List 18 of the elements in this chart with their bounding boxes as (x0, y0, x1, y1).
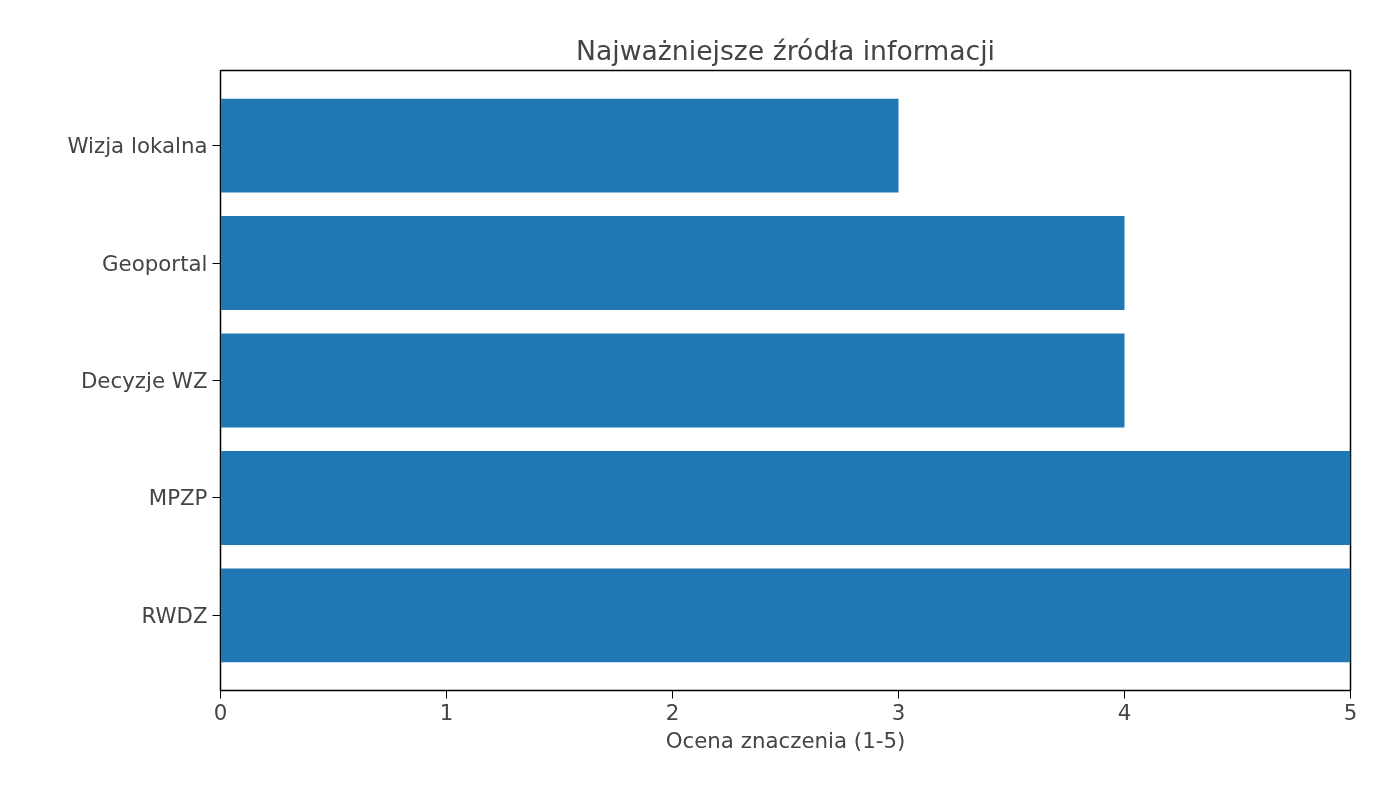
bar (220, 98, 899, 193)
x-tick-label: 2 (665, 699, 680, 725)
x-tick-label: 1 (439, 699, 454, 725)
bar (220, 333, 1125, 428)
bar (220, 450, 1351, 545)
chart-title: Najważniejsze źródła informacji (576, 34, 995, 66)
bar (220, 216, 1125, 311)
y-tick-label: Decyzje WZ (80, 368, 208, 393)
bar (220, 568, 1351, 663)
y-tick-label: Geoportal (102, 250, 208, 276)
x-tick-label: 3 (891, 699, 906, 725)
x-tick-label: 5 (1343, 699, 1358, 725)
x-axis-title: Ocena znaczenia (1-5) (665, 727, 906, 753)
y-tick-label: RWDZ (141, 602, 208, 628)
x-tick-label: 0 (213, 699, 228, 725)
x-tick-label: 4 (1117, 699, 1132, 725)
y-tick-label: MPZP (148, 485, 208, 511)
y-tick-label: Wizja lokalna (67, 133, 208, 159)
